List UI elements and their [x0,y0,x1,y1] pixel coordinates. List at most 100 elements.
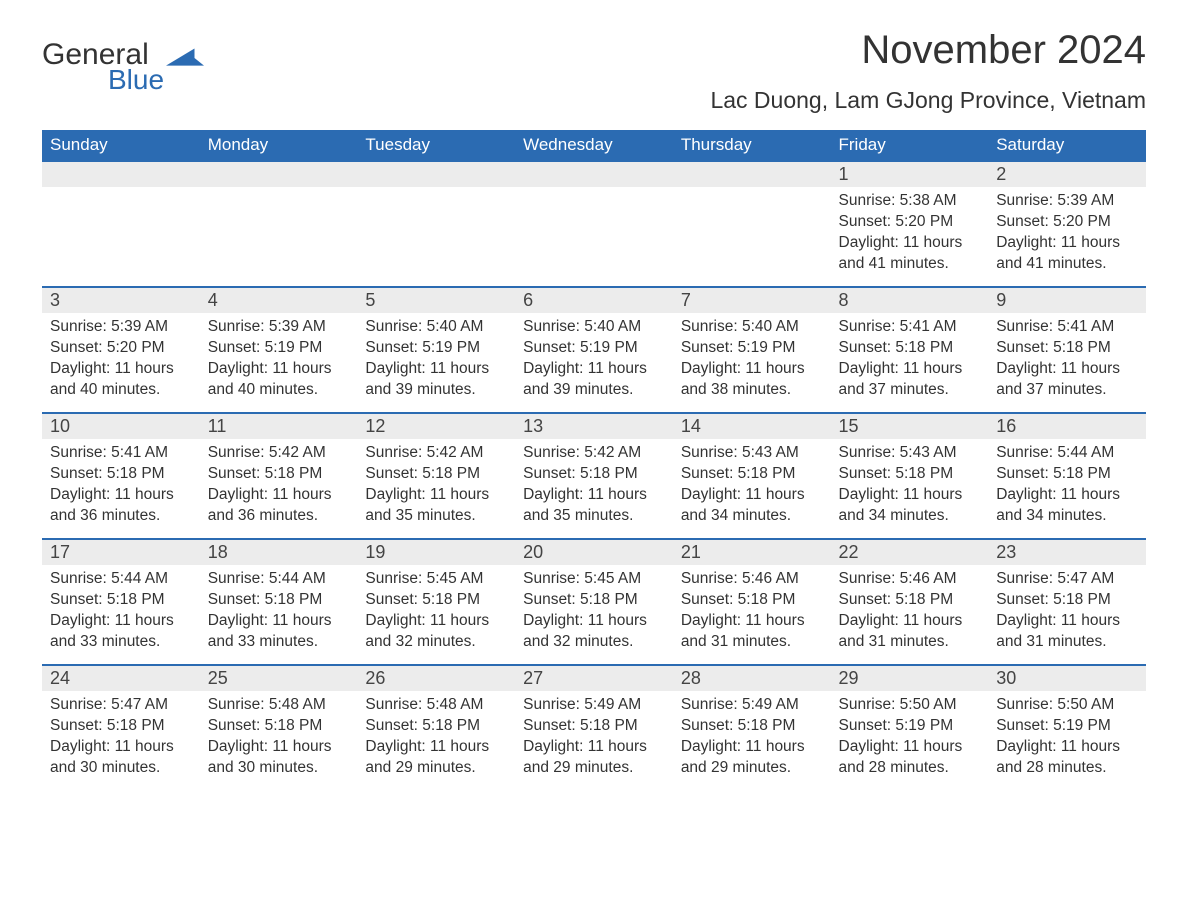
daylight-line: Daylight: 11 hours and 28 minutes. [839,737,981,779]
daylight-line: Daylight: 11 hours and 39 minutes. [365,359,507,401]
daylight-line: Daylight: 11 hours and 41 minutes. [996,233,1138,275]
sunrise-line: Sunrise: 5:42 AM [523,443,665,464]
sunrise-line: Sunrise: 5:44 AM [996,443,1138,464]
day-number: 16 [988,413,1146,439]
empty-day [357,161,515,187]
sunrise-line: Sunrise: 5:48 AM [365,695,507,716]
week-daynum-row: 12 [42,161,1146,187]
sunrise-line: Sunrise: 5:42 AM [208,443,350,464]
daylight-line: Daylight: 11 hours and 34 minutes. [681,485,823,527]
empty-day [200,161,358,187]
sunset-line: Sunset: 5:18 PM [681,590,823,611]
sunrise-line: Sunrise: 5:41 AM [50,443,192,464]
day-cell: Sunrise: 5:46 AMSunset: 5:18 PMDaylight:… [831,565,989,665]
sunset-line: Sunset: 5:18 PM [681,716,823,737]
day-number: 3 [42,287,200,313]
daylight-line: Daylight: 11 hours and 36 minutes. [208,485,350,527]
week-daynum-row: 24252627282930 [42,665,1146,691]
day-cell: Sunrise: 5:43 AMSunset: 5:18 PMDaylight:… [831,439,989,539]
header: General Blue November 2024 Lac Duong, La… [42,28,1146,130]
day-cell: Sunrise: 5:48 AMSunset: 5:18 PMDaylight:… [200,691,358,791]
sunset-line: Sunset: 5:18 PM [996,338,1138,359]
sunset-line: Sunset: 5:18 PM [50,716,192,737]
day-number: 4 [200,287,358,313]
day-number: 27 [515,665,673,691]
daylight-line: Daylight: 11 hours and 37 minutes. [839,359,981,401]
day-cell: Sunrise: 5:40 AMSunset: 5:19 PMDaylight:… [515,313,673,413]
sunset-line: Sunset: 5:18 PM [365,464,507,485]
day-cell: Sunrise: 5:49 AMSunset: 5:18 PMDaylight:… [515,691,673,791]
logo-triangle-icon [166,46,204,70]
empty-day [200,187,358,287]
sunrise-line: Sunrise: 5:49 AM [681,695,823,716]
sunrise-line: Sunrise: 5:47 AM [50,695,192,716]
day-number: 12 [357,413,515,439]
week-daynum-row: 17181920212223 [42,539,1146,565]
week-daynum-row: 3456789 [42,287,1146,313]
sunset-line: Sunset: 5:18 PM [681,464,823,485]
day-number: 23 [988,539,1146,565]
day-number: 1 [831,161,989,187]
sunrise-line: Sunrise: 5:50 AM [996,695,1138,716]
day-cell: Sunrise: 5:41 AMSunset: 5:18 PMDaylight:… [988,313,1146,413]
day-number: 25 [200,665,358,691]
sunset-line: Sunset: 5:18 PM [839,338,981,359]
daylight-line: Daylight: 11 hours and 29 minutes. [681,737,823,779]
day-header: Sunday [42,130,200,161]
day-cell: Sunrise: 5:45 AMSunset: 5:18 PMDaylight:… [515,565,673,665]
day-number: 13 [515,413,673,439]
day-number: 17 [42,539,200,565]
daylight-line: Daylight: 11 hours and 37 minutes. [996,359,1138,401]
day-cell: Sunrise: 5:50 AMSunset: 5:19 PMDaylight:… [988,691,1146,791]
day-number: 19 [357,539,515,565]
sunset-line: Sunset: 5:19 PM [365,338,507,359]
sunrise-line: Sunrise: 5:42 AM [365,443,507,464]
sunrise-line: Sunrise: 5:50 AM [839,695,981,716]
daylight-line: Daylight: 11 hours and 36 minutes. [50,485,192,527]
sunset-line: Sunset: 5:20 PM [996,212,1138,233]
day-number: 28 [673,665,831,691]
location-subtitle: Lac Duong, Lam GJong Province, Vietnam [710,87,1146,114]
daylight-line: Daylight: 11 hours and 34 minutes. [839,485,981,527]
sunset-line: Sunset: 5:19 PM [681,338,823,359]
sunrise-line: Sunrise: 5:41 AM [839,317,981,338]
day-cell: Sunrise: 5:39 AMSunset: 5:19 PMDaylight:… [200,313,358,413]
day-cell: Sunrise: 5:41 AMSunset: 5:18 PMDaylight:… [831,313,989,413]
sunrise-line: Sunrise: 5:45 AM [523,569,665,590]
sunset-line: Sunset: 5:20 PM [50,338,192,359]
daylight-line: Daylight: 11 hours and 40 minutes. [50,359,192,401]
daylight-line: Daylight: 11 hours and 29 minutes. [523,737,665,779]
calendar-header-row: SundayMondayTuesdayWednesdayThursdayFrid… [42,130,1146,161]
day-number: 8 [831,287,989,313]
sunset-line: Sunset: 5:19 PM [996,716,1138,737]
day-number: 9 [988,287,1146,313]
sunset-line: Sunset: 5:18 PM [523,464,665,485]
day-cell: Sunrise: 5:49 AMSunset: 5:18 PMDaylight:… [673,691,831,791]
daylight-line: Daylight: 11 hours and 35 minutes. [523,485,665,527]
day-header: Saturday [988,130,1146,161]
day-cell: Sunrise: 5:41 AMSunset: 5:18 PMDaylight:… [42,439,200,539]
sunset-line: Sunset: 5:18 PM [839,590,981,611]
daylight-line: Daylight: 11 hours and 31 minutes. [681,611,823,653]
logo: General Blue [42,40,204,94]
day-cell: Sunrise: 5:42 AMSunset: 5:18 PMDaylight:… [200,439,358,539]
day-number: 11 [200,413,358,439]
daylight-line: Daylight: 11 hours and 38 minutes. [681,359,823,401]
sunset-line: Sunset: 5:18 PM [839,464,981,485]
week-content-row: Sunrise: 5:41 AMSunset: 5:18 PMDaylight:… [42,439,1146,539]
day-cell: Sunrise: 5:43 AMSunset: 5:18 PMDaylight:… [673,439,831,539]
sunrise-line: Sunrise: 5:40 AM [523,317,665,338]
day-cell: Sunrise: 5:42 AMSunset: 5:18 PMDaylight:… [357,439,515,539]
week-daynum-row: 10111213141516 [42,413,1146,439]
day-cell: Sunrise: 5:42 AMSunset: 5:18 PMDaylight:… [515,439,673,539]
day-header: Monday [200,130,358,161]
sunrise-line: Sunrise: 5:41 AM [996,317,1138,338]
day-number: 7 [673,287,831,313]
day-cell: Sunrise: 5:44 AMSunset: 5:18 PMDaylight:… [988,439,1146,539]
empty-day [42,187,200,287]
week-content-row: Sunrise: 5:38 AMSunset: 5:20 PMDaylight:… [42,187,1146,287]
sunset-line: Sunset: 5:19 PM [208,338,350,359]
daylight-line: Daylight: 11 hours and 28 minutes. [996,737,1138,779]
sunset-line: Sunset: 5:18 PM [365,590,507,611]
daylight-line: Daylight: 11 hours and 34 minutes. [996,485,1138,527]
